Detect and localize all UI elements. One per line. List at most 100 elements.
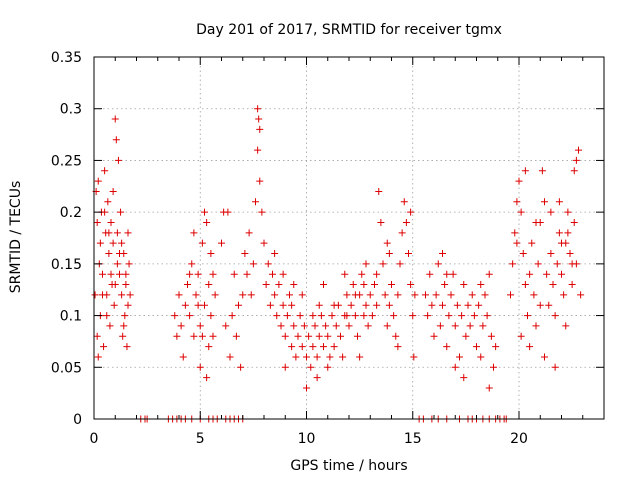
data-point [262,281,270,289]
data-point [483,312,491,320]
data-point [190,229,198,237]
data-point [230,270,238,278]
data-point [562,322,570,330]
data-point [105,229,113,237]
data-point [570,218,578,226]
data-point [207,250,215,258]
data-point [264,260,272,268]
data-point [341,270,349,278]
data-point [228,312,236,320]
data-point [407,281,415,289]
data-point [528,239,536,247]
data-point [572,156,580,164]
data-point [543,270,551,278]
data-point [239,291,247,299]
data-point [99,270,106,278]
data-point [362,301,370,309]
data-point [430,332,438,340]
data-point [555,229,563,237]
data-point [390,312,398,320]
data-point [532,322,540,330]
data-point [373,301,381,309]
data-point [385,250,393,258]
data-point [320,281,327,289]
data-point [530,291,538,299]
data-point [394,343,402,351]
data-point [254,105,262,113]
data-point [309,343,317,351]
data-point [451,363,459,371]
data-point [109,187,117,195]
y-tick-label: 0.35 [51,50,82,66]
data-point [275,281,283,289]
data-point [575,146,582,154]
data-point [351,312,359,320]
data-point [118,291,126,299]
data-point [422,291,429,299]
data-point [247,291,255,299]
data-point [249,260,257,268]
data-point [434,260,442,268]
x-tick-label: 15 [404,431,422,447]
data-point [332,322,340,330]
data-point [192,291,200,299]
data-point [205,281,213,289]
data-point [232,332,240,340]
data-point [117,208,125,216]
data-point [222,322,230,330]
data-point [447,291,455,299]
data-point [392,332,400,340]
data-point [94,177,102,185]
data-point [211,291,219,299]
data-point [198,332,206,340]
data-point [114,156,122,164]
y-tick-label: 0.2 [60,205,82,221]
data-point [224,208,232,216]
data-point [124,301,132,309]
data-point [456,353,463,361]
data-point [273,312,281,320]
data-point [119,332,127,340]
data-point [271,291,279,299]
y-axis-title: SRMTID / TECUs [8,181,24,294]
data-point [296,312,304,320]
data-point [351,291,359,299]
data-point [111,115,119,123]
data-point [243,270,251,278]
data-point [111,281,119,289]
data-point [407,208,415,216]
data-point [466,322,474,330]
data-point [462,332,470,340]
data-point [383,239,391,247]
data-point [94,353,102,361]
data-point [519,250,527,258]
data-point [354,332,361,340]
data-point [458,312,466,320]
data-point [439,250,446,258]
data-point [93,218,101,226]
data-point [347,301,355,309]
data-point [560,291,568,299]
data-point [313,353,321,361]
data-point [339,353,347,361]
data-point [205,343,213,351]
data-point [194,270,202,278]
data-point [364,322,372,330]
data-point [470,312,478,320]
grid-lines [94,57,604,419]
data-point [279,270,287,278]
data-point [281,332,289,340]
data-point [396,260,404,268]
data-point [256,177,264,185]
data-point [209,270,217,278]
data-point [534,260,542,268]
data-point [186,270,194,278]
data-point [511,229,519,237]
data-point [439,301,446,309]
data-point [96,239,104,247]
data-point [179,353,187,361]
y-tick-label: 0.3 [60,102,82,118]
data-point [93,332,101,340]
data-point [177,322,185,330]
